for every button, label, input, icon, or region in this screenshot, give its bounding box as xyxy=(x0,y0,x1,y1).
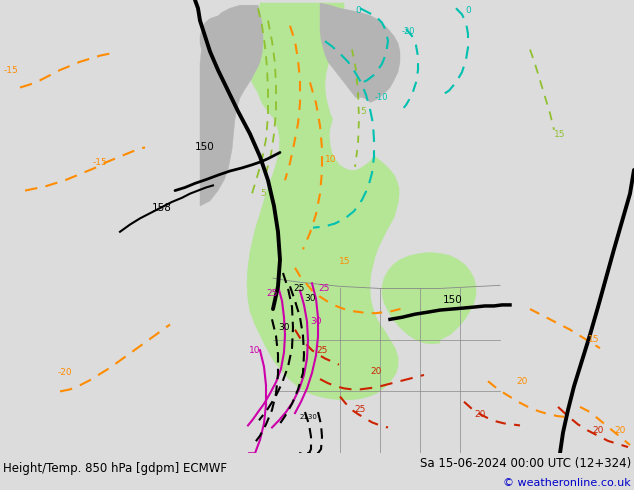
Text: -15: -15 xyxy=(93,158,107,167)
Text: 25: 25 xyxy=(293,284,304,293)
Polygon shape xyxy=(330,93,390,170)
Text: 5: 5 xyxy=(360,107,366,116)
Text: 15: 15 xyxy=(339,257,351,266)
Text: 25: 25 xyxy=(267,289,278,298)
Text: -20: -20 xyxy=(58,368,72,377)
Text: 15: 15 xyxy=(554,130,566,139)
Text: -10: -10 xyxy=(375,94,389,102)
Text: 20: 20 xyxy=(516,377,527,386)
Text: 30: 30 xyxy=(278,323,290,332)
Text: 20: 20 xyxy=(370,367,382,376)
Text: 20: 20 xyxy=(474,410,486,418)
Polygon shape xyxy=(200,16,248,71)
Text: 20: 20 xyxy=(614,426,625,435)
Text: 25: 25 xyxy=(318,284,330,293)
Polygon shape xyxy=(320,3,400,103)
Text: 25: 25 xyxy=(354,406,366,415)
Polygon shape xyxy=(200,5,263,206)
Text: 150: 150 xyxy=(195,143,215,152)
Text: 20: 20 xyxy=(592,426,604,435)
Text: 10: 10 xyxy=(325,155,337,164)
Text: -15: -15 xyxy=(3,66,18,74)
Text: Sa 15-06-2024 00:00 UTC (12+324): Sa 15-06-2024 00:00 UTC (12+324) xyxy=(420,457,631,470)
Text: 150: 150 xyxy=(443,295,463,305)
Text: 15: 15 xyxy=(588,336,600,344)
Text: 0: 0 xyxy=(465,6,471,15)
Text: 10: 10 xyxy=(249,346,260,355)
Text: © weatheronline.co.uk: © weatheronline.co.uk xyxy=(503,478,631,489)
Text: 5: 5 xyxy=(260,189,266,198)
Polygon shape xyxy=(382,252,476,344)
Text: -20: -20 xyxy=(401,27,415,36)
Text: 30: 30 xyxy=(310,317,321,326)
Polygon shape xyxy=(247,3,399,400)
Text: 2130: 2130 xyxy=(300,414,318,420)
Text: Height/Temp. 850 hPa [gdpm] ECMWF: Height/Temp. 850 hPa [gdpm] ECMWF xyxy=(3,462,227,475)
Text: 25: 25 xyxy=(316,346,328,355)
Text: 0: 0 xyxy=(355,6,361,15)
Text: 158: 158 xyxy=(152,203,172,213)
Text: 30: 30 xyxy=(304,294,316,303)
